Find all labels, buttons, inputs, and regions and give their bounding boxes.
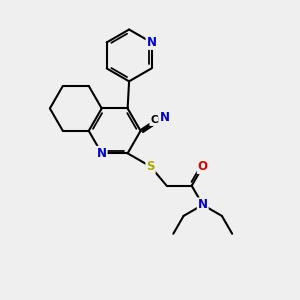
Text: O: O xyxy=(198,160,208,173)
Text: N: N xyxy=(146,36,157,49)
Text: S: S xyxy=(146,160,155,173)
Text: N: N xyxy=(198,198,208,211)
Text: N: N xyxy=(97,147,107,160)
Text: N: N xyxy=(160,111,170,124)
Text: C: C xyxy=(150,115,158,125)
